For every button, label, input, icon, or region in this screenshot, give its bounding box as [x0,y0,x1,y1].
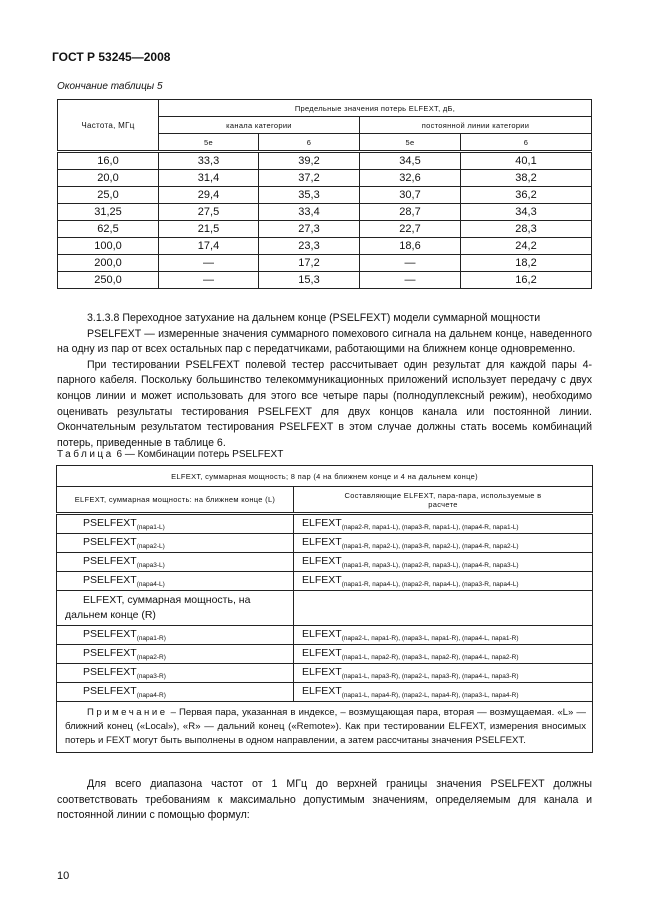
table-cell: 39,2 [258,150,360,170]
table-row: 62,5 21,5 27,3 22,7 28,3 [57,220,592,238]
table-cell: 18,6 [359,237,461,255]
table-cell: 16,0 [57,150,159,170]
top-header: ELFEXT, суммарная мощность; 8 пар (4 на … [56,465,593,487]
table-cell: 20,0 [57,169,159,187]
table-row: 16,0 33,3 39,2 34,5 40,1 [57,150,592,170]
cat-label: 6 [258,133,360,152]
table-row: PSELFEXT(пара4-L) ELFEXT(пара1-R, пара4-L… [56,571,593,591]
table5-caption: Окончание таблицы 5 [57,81,163,92]
table-cell: 16,2 [460,271,592,289]
table-cell: 33,3 [158,150,259,170]
pselfext-cell: PSELFEXT(пара2-R) [56,644,294,664]
components-cell: ELFEXT(пара1-L, пара2-R), (пара3-L, пара… [293,644,593,664]
table-cell: — [359,271,461,289]
table-cell: 33,4 [258,203,360,221]
table-cell: 25,0 [57,186,159,204]
table-cell: 15,3 [258,271,360,289]
cat-label: 5е [359,133,461,152]
table-row: 100,0 17,4 23,3 18,6 24,2 [57,237,592,255]
paragraph: PSELFEXT — измеренные значения суммарног… [57,327,592,356]
table-cell: 37,2 [258,169,360,187]
pselfext-cell: PSELFEXT(пара4-R) [56,682,294,702]
left-header: ELFEXT, суммарная мощность: на ближнем к… [56,486,294,514]
table-cell: 17,2 [258,254,360,272]
table-row: PSELFEXT(пара4-R) ELFEXT(пара1-L, пара4-R… [56,682,593,702]
table-cell: 27,3 [258,220,360,238]
table6-caption: Таблица 6 — Комбинации потерь PSELFEXT [57,449,284,460]
table-cell: 21,5 [158,220,259,238]
table-cell: — [158,271,259,289]
freq-header: Частота, МГц [57,99,159,152]
table-cell: 250,0 [57,271,159,289]
components-cell: ELFEXT(пара1-R, пара3-L), (пара2-R, пара… [293,552,593,572]
table-cell: 40,1 [460,150,592,170]
pselfext-cell: PSELFEXT(пара4-L) [56,571,294,591]
table-cell: 28,7 [359,203,461,221]
pselfext-cell: PSELFEXT(пара3-L) [56,552,294,572]
table-cell: 28,3 [460,220,592,238]
table-note: Примечание – Первая пара, указанная в ин… [56,701,593,753]
table-cell: 27,5 [158,203,259,221]
table-row: PSELFEXT(пара1-R) ELFEXT(пара2-L, пара1-R… [56,625,593,645]
table-row: 20,0 31,4 37,2 32,6 38,2 [57,169,592,187]
table-row: PSELFEXT(пара3-L) ELFEXT(пара1-R, пара3-L… [56,552,593,572]
table-row: 25,0 29,4 35,3 30,7 36,2 [57,186,592,204]
table-row: 250,0—15,3—16,2 [57,271,592,289]
table-row: PSELFEXT(пара2-L) ELFEXT(пара1-R, пара2-L… [56,533,593,553]
document-header: ГОСТ Р 53245—2008 [52,50,171,64]
components-cell: ELFEXT(пара2-R, пара1-L), (пара3-R, пара… [293,512,593,534]
components-cell: ELFEXT(пара1-R, пара4-L), (пара2-R, пара… [293,571,593,591]
table-cell: 24,2 [460,237,592,255]
table-row: PSELFEXT(пара2-R) ELFEXT(пара1-L, пара2-R… [56,644,593,664]
paragraph: Для всего диапазона частот от 1 МГц до в… [57,778,592,822]
table-6: ELFEXT, суммарная мощность; 8 пар (4 на … [56,465,593,753]
table-cell: 22,7 [359,220,461,238]
table-cell: 32,6 [359,169,461,187]
table-cell: 18,2 [460,254,592,272]
far-header: ELFEXT, суммарная мощность, на дальнем к… [56,590,294,626]
group-header: Предельные значения потерь ELFEXT, дБ, [158,99,592,117]
pselfext-cell: PSELFEXT(пара2-L) [56,533,294,553]
table-cell: 30,7 [359,186,461,204]
table-cell: 34,3 [460,203,592,221]
section-3-1-3-8: 3.1.3.8 Переходное затухание на дальнем … [57,311,592,451]
table-cell: 100,0 [57,237,159,255]
table-cell: 29,4 [158,186,259,204]
components-cell: ELFEXT(пара1-R, пара2-L), (пара3-R, пара… [293,533,593,553]
link-header: постоянной линии категории [359,116,592,134]
table-cell: 23,3 [258,237,360,255]
page-number: 10 [57,870,70,882]
table-row: PSELFEXT(пара3-R) ELFEXT(пара1-L, пара3-R… [56,663,593,683]
table-cell: 31,25 [57,203,159,221]
table-cell: 34,5 [359,150,461,170]
components-cell: ELFEXT(пара1-L, пара4-R), (пара2-L, пара… [293,682,593,702]
table-cell: — [359,254,461,272]
cat-label: 6 [460,133,592,152]
components-cell: ELFEXT(пара2-L, пара1-R), (пара3-L, пара… [293,625,593,645]
channel-header: канала категории [158,116,360,134]
paragraph: При тестировании PSELFEXT полевой тестер… [57,358,592,449]
table-cell: 62,5 [57,220,159,238]
table-cell: 17,4 [158,237,259,255]
table-cell: — [158,254,259,272]
cat-label: 5е [158,133,259,152]
right-header: Составляющие ELFEXT, пара-пара, использу… [293,486,593,514]
pselfext-cell: PSELFEXT(пара3-R) [56,663,294,683]
pselfext-cell: PSELFEXT(пара1-L) [56,512,294,534]
table-cell: 31,4 [158,169,259,187]
table-5: Частота, МГц Предельные значения потерь … [57,99,592,289]
table-cell: 38,2 [460,169,592,187]
pselfext-cell: PSELFEXT(пара1-R) [56,625,294,645]
section-title: 3.1.3.8 Переходное затухание на дальнем … [87,312,541,324]
table-row: 31,25 27,5 33,4 28,7 34,3 [57,203,592,221]
table-cell: 36,2 [460,186,592,204]
table-cell: 200,0 [57,254,159,272]
components-cell: ELFEXT(пара1-L, пара3-R), (пара2-L, пара… [293,663,593,683]
table-cell: 35,3 [258,186,360,204]
table-row: PSELFEXT(пара1-L) ELFEXT(пара2-R, пара1-L… [56,512,593,534]
table-row: 200,0—17,2—18,2 [57,254,592,272]
